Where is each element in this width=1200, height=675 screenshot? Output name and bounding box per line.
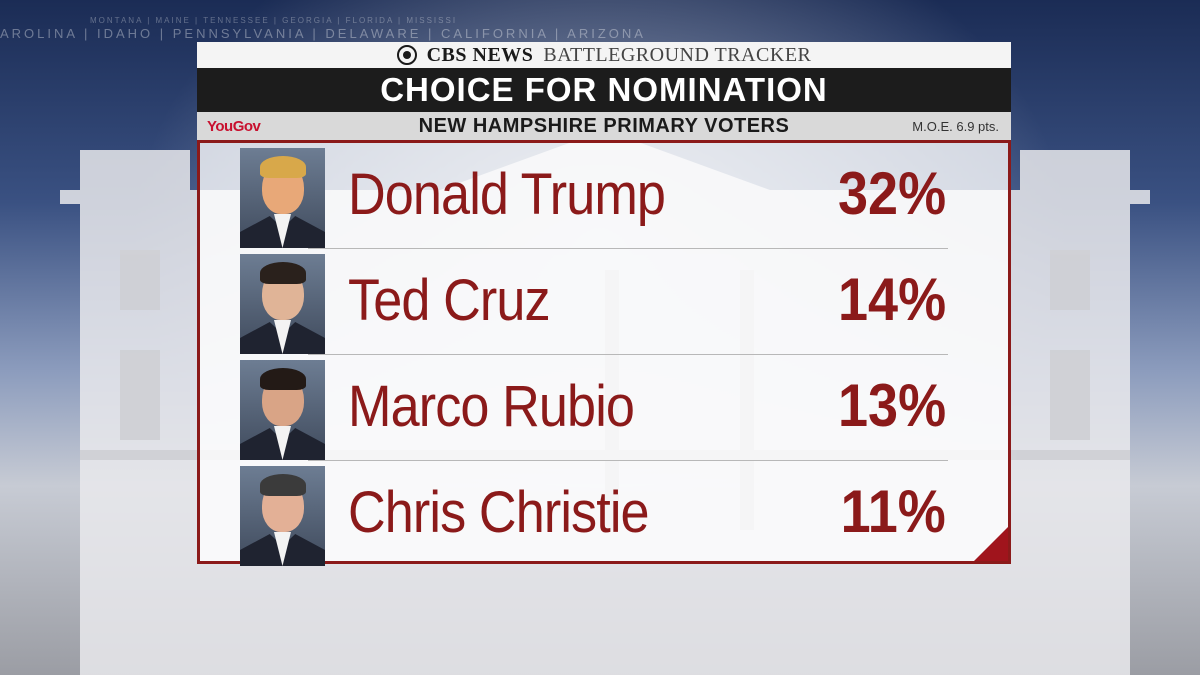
row-divider	[308, 248, 948, 249]
candidate-photo	[240, 148, 325, 248]
subtitle-bar: YouGov NEW HAMPSHIRE PRIMARY VOTERS M.O.…	[197, 112, 1011, 140]
pollster-logo: YouGov	[207, 117, 261, 135]
candidate-name: Marco Rubio	[348, 374, 635, 439]
candidate-name: Ted Cruz	[348, 268, 551, 333]
candidate-row: Marco Rubio 13%	[200, 355, 1008, 461]
candidate-row: Donald Trump 32%	[200, 143, 1008, 249]
program-name: BATTLEGROUND TRACKER	[543, 43, 812, 66]
results-list: Donald Trump 32% Ted Cruz 14% Marco Rubio 13%…	[197, 140, 1011, 567]
candidate-photo	[240, 360, 325, 460]
candidate-percentage: 32%	[837, 160, 946, 227]
candidate-name: Chris Christie	[348, 480, 650, 545]
row-divider	[308, 354, 948, 355]
candidate-percentage: 11%	[840, 478, 946, 545]
candidate-row: Chris Christie 11%	[200, 461, 1008, 567]
corner-accent	[974, 527, 1008, 561]
cbs-eye-icon	[396, 45, 417, 65]
states-ticker-small: MONTANA | MAINE | TENNESSEE | GEORGIA | …	[90, 16, 458, 25]
candidate-photo	[240, 466, 325, 566]
candidate-percentage: 14%	[837, 266, 946, 333]
candidate-percentage: 13%	[837, 372, 946, 439]
brand-bar: CBS NEWS BATTLEGROUND TRACKER	[197, 42, 1011, 68]
page-title: CHOICE FOR NOMINATION	[197, 68, 1011, 112]
candidate-name: Donald Trump	[348, 162, 666, 227]
states-ticker: AROLINA | IDAHO | PENNSYLVANIA | DELAWAR…	[0, 26, 646, 41]
candidate-row: Ted Cruz 14%	[200, 249, 1008, 355]
row-divider	[308, 460, 948, 461]
candidate-photo	[240, 254, 325, 354]
poll-graphic: CBS NEWS BATTLEGROUND TRACKER CHOICE FOR…	[197, 42, 1011, 567]
margin-of-error: M.O.E. 6.9 pts.	[912, 118, 999, 134]
subtitle: NEW HAMPSHIRE PRIMARY VOTERS	[418, 114, 790, 137]
brand-name: CBS NEWS	[426, 43, 534, 66]
